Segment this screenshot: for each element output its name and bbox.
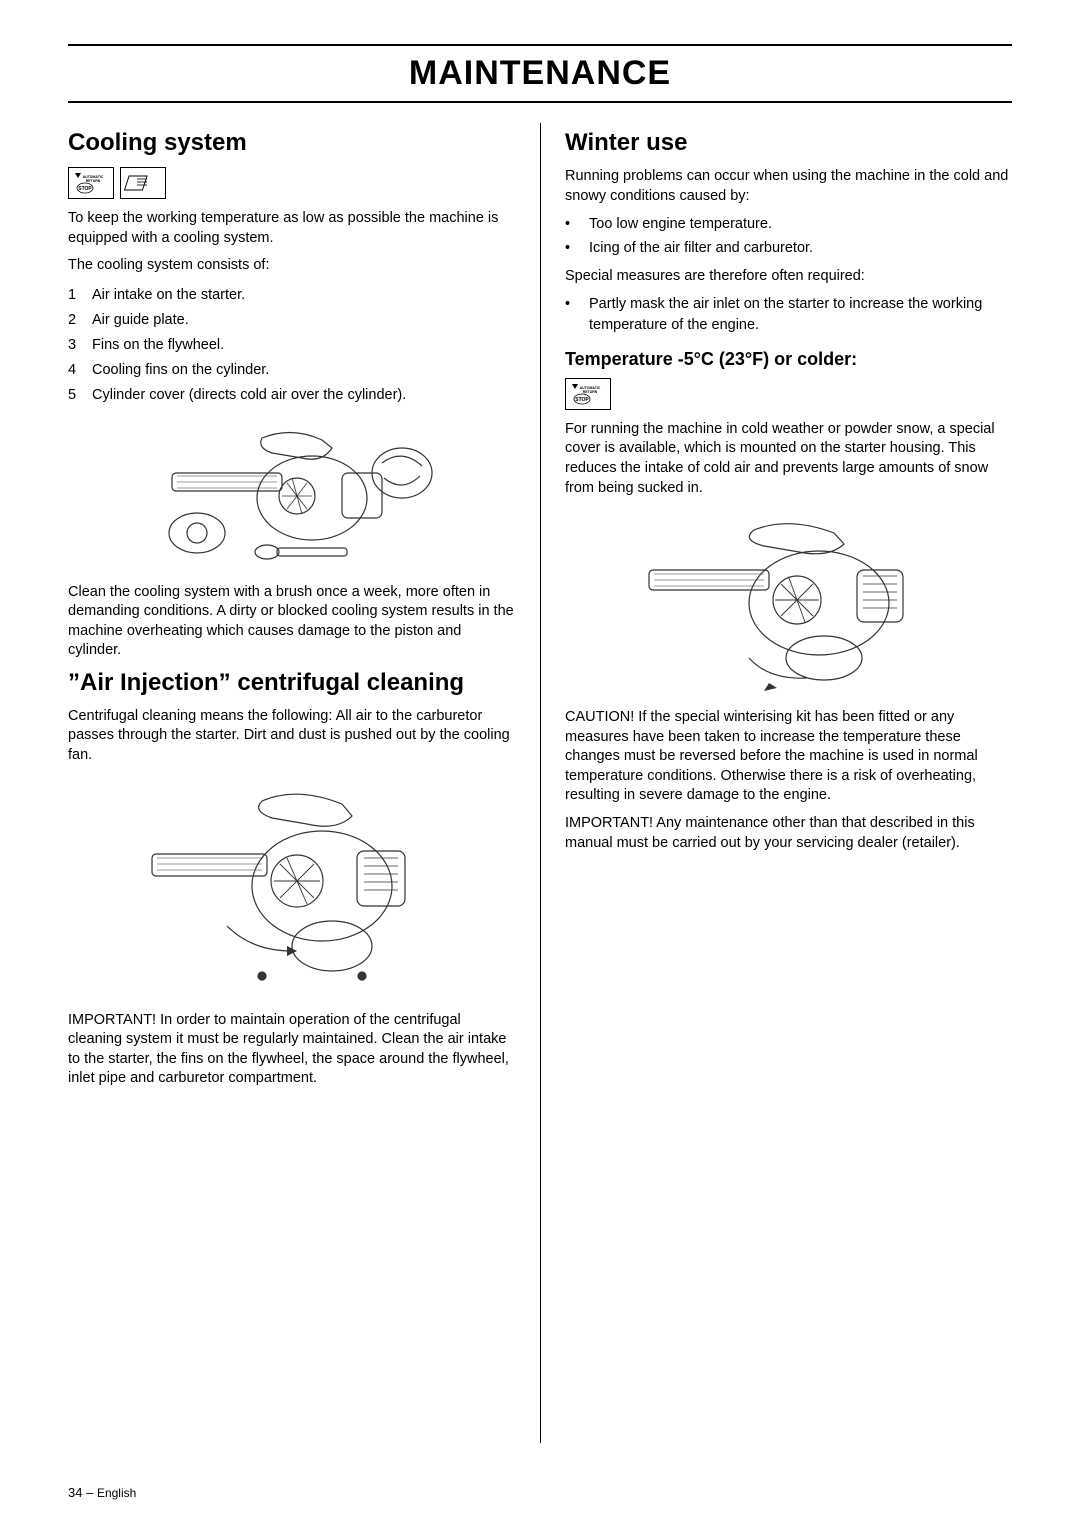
svg-text:RETURN: RETURN <box>86 179 101 183</box>
list-item: 1Air intake on the starter. <box>68 284 516 307</box>
list-item: 2Air guide plate. <box>68 309 516 332</box>
top-rule <box>68 44 1012 46</box>
page-number: 34 <box>68 1485 82 1500</box>
winter-causes-list: •Too low engine temperature. •Icing of t… <box>565 214 1012 259</box>
page-title: MAINTENANCE <box>68 48 1012 103</box>
cooling-diagram <box>68 418 516 573</box>
airinj-diagram <box>68 776 516 1001</box>
winter-p2: Special measures are therefore often req… <box>565 267 1012 287</box>
winter-cover-diagram <box>565 508 1012 698</box>
page-language: English <box>97 1486 136 1500</box>
svg-text:STOP: STOP <box>78 186 92 192</box>
airinj-heading: ”Air Injection” centrifugal cleaning <box>68 669 516 697</box>
temp-heading: Temperature -5°C (23°F) or colder: <box>565 349 1012 370</box>
page-footer: 34 – English <box>68 1485 136 1500</box>
stop-switch-icon: AUTOMATIC RETURN STOP <box>68 167 114 199</box>
list-item: •Partly mask the air inlet on the starte… <box>565 294 1012 335</box>
svg-text:RETURN: RETURN <box>583 390 598 394</box>
stop-switch-icon: AUTOMATIC RETURN STOP <box>565 378 611 410</box>
cooling-clean: Clean the cooling system with a brush on… <box>68 583 516 661</box>
manual-icon <box>120 167 166 199</box>
temp-p1: For running the machine in cold weather … <box>565 420 1012 498</box>
list-item: •Icing of the air filter and carburetor. <box>565 238 1012 258</box>
temp-p3: IMPORTANT! Any maintenance other than th… <box>565 814 1012 853</box>
cooling-icon-row: AUTOMATIC RETURN STOP <box>68 167 516 199</box>
winter-heading: Winter use <box>565 129 1012 157</box>
cooling-heading: Cooling system <box>68 129 516 157</box>
temp-p2: CAUTION! If the special winterising kit … <box>565 708 1012 806</box>
temp-icon-row: AUTOMATIC RETURN STOP <box>565 378 1012 410</box>
winter-measures-list: •Partly mask the air inlet on the starte… <box>565 294 1012 335</box>
left-column: Cooling system AUTOMATIC RETURN STOP <box>68 123 540 1443</box>
svg-text:STOP: STOP <box>575 397 589 403</box>
airinj-p2: IMPORTANT! In order to maintain operatio… <box>68 1011 516 1089</box>
cooling-parts-list: 1Air intake on the starter. 2Air guide p… <box>68 284 516 408</box>
airinj-p1: Centrifugal cleaning means the following… <box>68 707 516 766</box>
cooling-consists: The cooling system consists of: <box>68 256 516 276</box>
right-column: Winter use Running problems can occur wh… <box>540 123 1012 1443</box>
list-item: 3Fins on the flywheel. <box>68 334 516 357</box>
winter-p1: Running problems can occur when using th… <box>565 167 1012 206</box>
content-columns: Cooling system AUTOMATIC RETURN STOP <box>68 123 1012 1443</box>
list-item: 5Cylinder cover (directs cold air over t… <box>68 384 516 407</box>
cooling-intro: To keep the working temperature as low a… <box>68 209 516 248</box>
list-item: 4Cooling fins on the cylinder. <box>68 359 516 382</box>
list-item: •Too low engine temperature. <box>565 214 1012 234</box>
